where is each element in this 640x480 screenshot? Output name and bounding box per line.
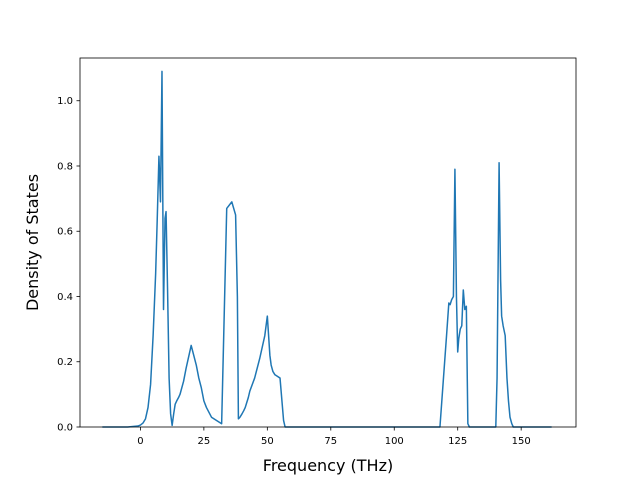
x-axis-label: Frequency (THz) — [263, 456, 393, 475]
axis-ticks: 0 25 50 75 100 125 150 0.0 0.2 0.4 0.6 0.8 1.0 — [57, 96, 531, 447]
x-tick-label: 125 — [448, 436, 467, 447]
y-tick-label: 0.6 — [57, 227, 73, 238]
x-tick-label: 150 — [512, 436, 531, 447]
y-tick-label: 0.4 — [57, 292, 73, 303]
axes-frame — [79, 57, 577, 428]
x-tick-label: 50 — [261, 436, 274, 447]
y-tick-label: 0.2 — [57, 357, 73, 368]
y-tick-label: 1.0 — [57, 96, 73, 107]
x-tick-label: 100 — [385, 436, 404, 447]
y-tick-label: 0.0 — [57, 423, 73, 434]
x-tick-label: 25 — [198, 436, 211, 447]
y-tick-label: 0.8 — [57, 161, 73, 172]
x-tick-label: 75 — [324, 436, 337, 447]
y-axis-label: Density of States — [23, 174, 42, 311]
x-tick-label: 0 — [137, 436, 143, 447]
